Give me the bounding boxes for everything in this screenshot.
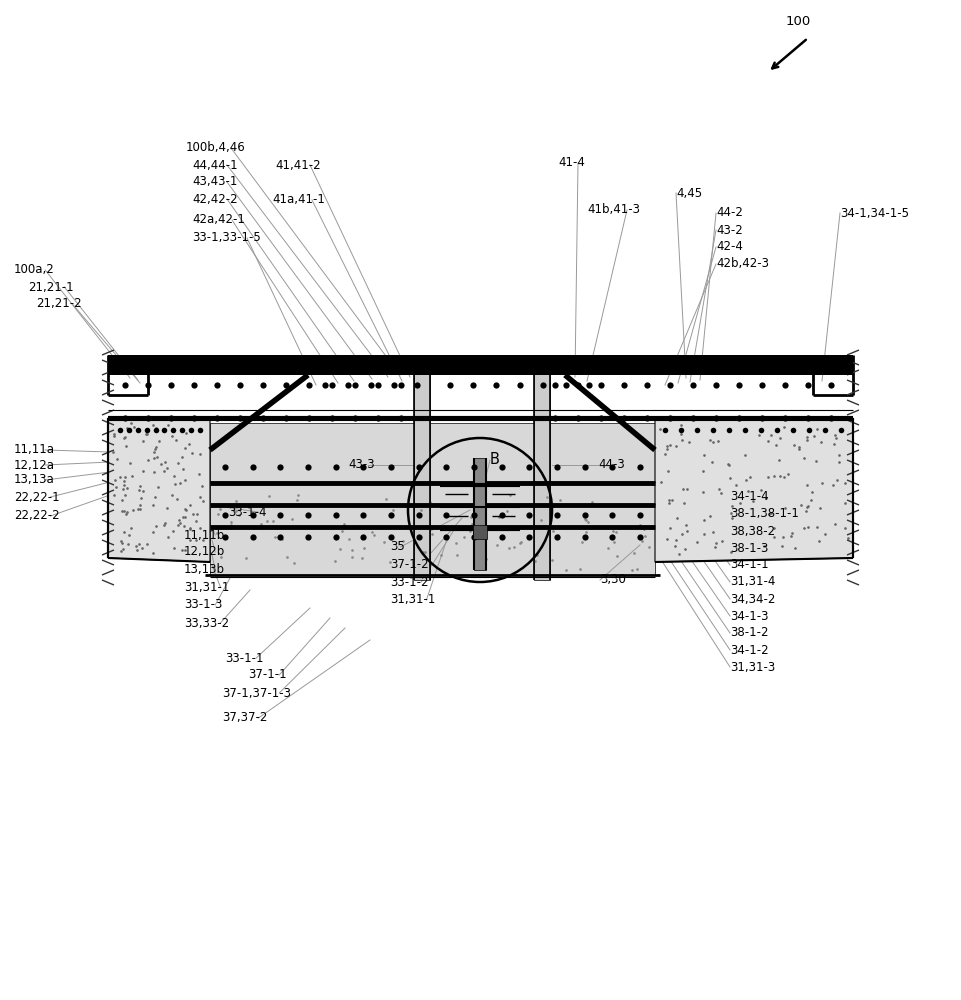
Bar — [534, 355, 550, 580]
Text: 3,30: 3,30 — [600, 574, 626, 586]
Text: 38-1-2: 38-1-2 — [730, 626, 769, 640]
Text: 42b,42-3: 42b,42-3 — [716, 257, 769, 270]
Text: 41a,41-1: 41a,41-1 — [272, 194, 325, 207]
Text: 11,11b: 11,11b — [184, 528, 225, 542]
Text: 38-1-3: 38-1-3 — [730, 542, 769, 554]
Text: 31,31-3: 31,31-3 — [730, 660, 776, 674]
Text: 37,37-2: 37,37-2 — [222, 712, 267, 724]
Text: 100b,4,46: 100b,4,46 — [186, 141, 246, 154]
Text: 34-1-4: 34-1-4 — [730, 490, 769, 504]
Text: 31,31-1: 31,31-1 — [390, 593, 435, 606]
Bar — [474, 458, 486, 570]
Text: 34-1,34-1-5: 34-1,34-1-5 — [840, 207, 909, 220]
Text: 42-4: 42-4 — [716, 240, 743, 253]
Text: 43-3: 43-3 — [348, 458, 375, 472]
Text: 41,41-2: 41,41-2 — [275, 158, 321, 172]
Text: 37-1,37-1-3: 37-1,37-1-3 — [222, 686, 291, 700]
Text: 4,45: 4,45 — [676, 186, 702, 200]
Text: 31,31-4: 31,31-4 — [730, 576, 776, 588]
Text: 38-1,38-1-1: 38-1,38-1-1 — [730, 508, 799, 520]
Text: 33-1-2: 33-1-2 — [390, 576, 429, 588]
Polygon shape — [210, 423, 655, 575]
Text: 33,33-2: 33,33-2 — [184, 616, 229, 630]
Text: 34-1-1: 34-1-1 — [730, 558, 769, 572]
Text: 33-1,33-1-5: 33-1,33-1-5 — [192, 232, 260, 244]
Text: 100a,2: 100a,2 — [14, 263, 55, 276]
Text: 41-4: 41-4 — [558, 156, 585, 169]
Text: 37-1-2: 37-1-2 — [390, 558, 429, 570]
Text: 33-1-3: 33-1-3 — [184, 598, 222, 611]
Text: 22,22-1: 22,22-1 — [14, 490, 60, 504]
Text: 44-2: 44-2 — [716, 207, 743, 220]
Text: B: B — [490, 452, 500, 468]
Text: 34-1-3: 34-1-3 — [730, 609, 769, 622]
Text: 21,21-1: 21,21-1 — [28, 280, 74, 294]
Text: 42,42-2: 42,42-2 — [192, 192, 237, 206]
Text: 22,22-2: 22,22-2 — [14, 510, 60, 522]
Text: 38,38-2: 38,38-2 — [730, 524, 776, 538]
Text: 33-1-1: 33-1-1 — [225, 652, 263, 664]
Text: 12,12b: 12,12b — [184, 546, 225, 558]
Text: 13,13b: 13,13b — [184, 562, 225, 576]
Bar — [473, 525, 487, 539]
Text: 13,13a: 13,13a — [14, 474, 55, 487]
Text: 33-1-4: 33-1-4 — [228, 506, 266, 518]
Text: 42a,42-1: 42a,42-1 — [192, 214, 245, 227]
Polygon shape — [655, 418, 853, 562]
Text: 11,11a: 11,11a — [14, 444, 55, 456]
Bar — [108, 355, 853, 375]
Text: 37-1-1: 37-1-1 — [248, 668, 286, 682]
Text: 43-2: 43-2 — [716, 224, 743, 236]
Text: 34,34-2: 34,34-2 — [730, 592, 776, 605]
Text: 43,43-1: 43,43-1 — [192, 176, 237, 188]
Bar — [414, 355, 430, 580]
Polygon shape — [108, 418, 210, 562]
Text: 35: 35 — [390, 540, 405, 554]
Text: 100: 100 — [785, 15, 811, 28]
Text: 44-3: 44-3 — [598, 458, 625, 472]
Text: 44,44-1: 44,44-1 — [192, 158, 237, 172]
Text: 41b,41-3: 41b,41-3 — [587, 204, 640, 217]
Text: 34-1-2: 34-1-2 — [730, 644, 769, 656]
Text: 21,21-2: 21,21-2 — [36, 298, 82, 310]
Text: 31,31-1: 31,31-1 — [184, 580, 230, 593]
Text: 12,12a: 12,12a — [14, 458, 55, 472]
